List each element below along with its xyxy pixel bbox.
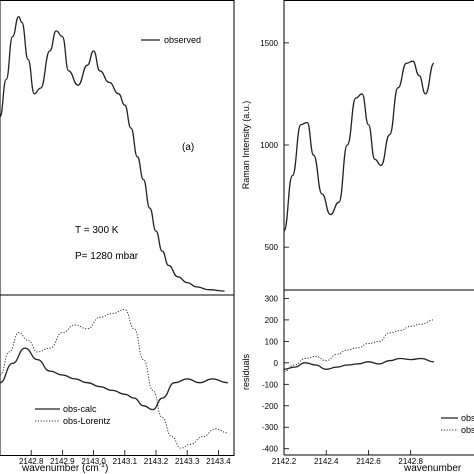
left-x-tick-label: 2143.1 bbox=[113, 457, 138, 466]
left-x-tick-label: 2143.4 bbox=[206, 457, 231, 466]
legend-right-obs-calc-label: obs bbox=[461, 413, 474, 423]
legend-right-obs-lorentz-label: obs bbox=[461, 425, 474, 435]
right-top-y-tick-label: 1500 bbox=[260, 39, 278, 48]
right-x-tick-label: 2142.6 bbox=[356, 457, 381, 466]
right-panel: 500 1000 1500 -400 -300 -200 -100 0 100 200 300 2… bbox=[241, 0, 474, 474]
left-x-tick-label: 2143.2 bbox=[144, 457, 169, 466]
panel-label-a: (a) bbox=[182, 142, 194, 153]
right-top-y-tick-label: 1000 bbox=[260, 141, 278, 150]
right-top-plot bbox=[283, 60, 435, 232]
right-bottom-y-tick-label: 100 bbox=[265, 337, 279, 346]
legend-obs-lorentz-label: obs-Lorentz bbox=[63, 416, 111, 426]
right-bottom-y-ticks: -400 -300 -200 -100 0 100 200 300 bbox=[262, 294, 289, 454]
right-x-tick-label: 2142.4 bbox=[314, 457, 339, 466]
right-bottom-y-tick-label: -100 bbox=[262, 380, 279, 389]
left-top-plot bbox=[0, 15, 225, 292]
left-bottom-series-0-line bbox=[0, 347, 228, 411]
left-top-series-0-line bbox=[0, 15, 225, 292]
left-x-tick-label: 2143.3 bbox=[175, 457, 200, 466]
right-top-y-ticks: 500 1000 1500 bbox=[260, 39, 289, 252]
right-top-y-tick-label: 500 bbox=[265, 243, 279, 252]
left-bottom-series-1-line bbox=[0, 308, 228, 449]
right-top-y-axis-label: Raman Intensity (a.u.) bbox=[241, 101, 251, 190]
left-x-tick-label: 2142.9 bbox=[50, 457, 75, 466]
right-bottom-y-axis-label: residuals bbox=[241, 353, 251, 390]
left-x-tick-label: 2142.8 bbox=[19, 457, 44, 466]
right-x-axis-label: wavenumber bbox=[403, 463, 462, 474]
left-top-frame bbox=[0, 0, 235, 456]
right-bottom-y-tick-label: 300 bbox=[265, 294, 279, 303]
legend-observed-label: observed bbox=[164, 35, 201, 45]
right-bottom-y-tick-label: -300 bbox=[262, 423, 279, 432]
legend-obs-calc-label: obs-calc bbox=[63, 404, 97, 414]
right-bottom-y-tick-label: -400 bbox=[262, 445, 279, 454]
right-bottom-plot bbox=[283, 319, 434, 372]
temperature-annotation: T = 300 K bbox=[75, 225, 119, 236]
right-bottom-series-1-line bbox=[283, 319, 434, 372]
right-bottom-y-tick-label: -200 bbox=[262, 402, 279, 411]
left-x-axis-label: wavenumber (cm-1) bbox=[21, 462, 108, 474]
right-bottom-series-0-line bbox=[283, 357, 434, 370]
left-panel: observed (a) T = 300 K P= 1280 mbar obs-… bbox=[0, 0, 235, 474]
pressure-annotation: P= 1280 mbar bbox=[75, 251, 139, 262]
right-x-tick-label: 2142.2 bbox=[272, 457, 297, 466]
right-bottom-y-tick-label: 0 bbox=[274, 359, 279, 368]
left-bottom-plot bbox=[0, 308, 228, 449]
right-bottom-y-tick-label: 200 bbox=[265, 316, 279, 325]
right-x-ticks: 2142.2 2142.4 2142.6 2142.8 bbox=[272, 450, 423, 466]
right-top-series-0-line bbox=[283, 60, 435, 232]
left-x-ticks: 2142.8 2142.9 2143.0 2143.1 2143.2 2143.3 2143… bbox=[19, 450, 231, 466]
left-x-tick-label: 2143.0 bbox=[81, 457, 106, 466]
right-x-tick-label: 2142.8 bbox=[398, 457, 423, 466]
